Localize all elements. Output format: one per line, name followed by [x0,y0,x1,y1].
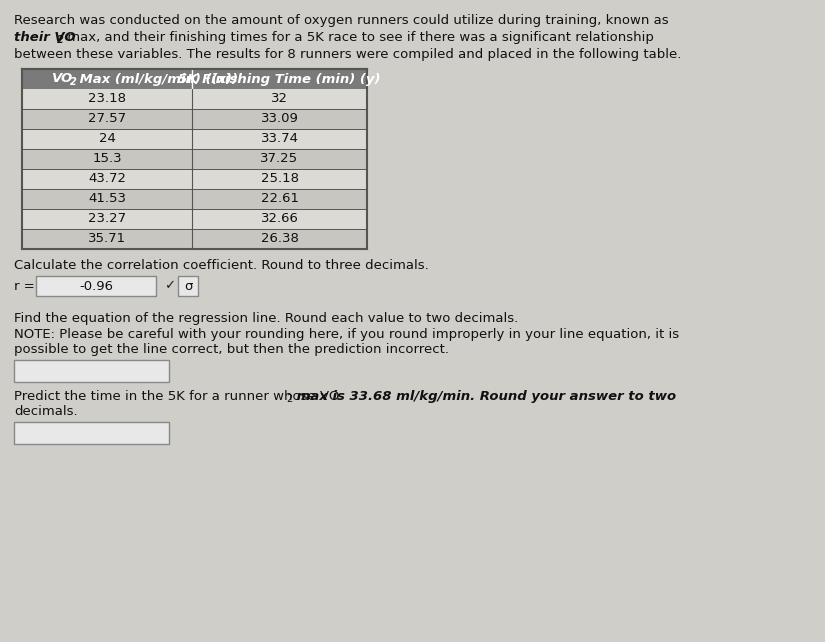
Text: 24: 24 [98,132,116,146]
Text: 26.38: 26.38 [261,232,299,245]
Bar [22,89,192,109]
Text: σ: σ [184,279,192,293]
Bar [22,149,192,169]
Text: 37.25: 37.25 [261,153,299,166]
Text: 15.3: 15.3 [92,153,122,166]
Text: 33.09: 33.09 [261,112,299,125]
Text: 22.61: 22.61 [261,193,299,205]
Text: Calculate the correlation coefficient. Round to three decimals.: Calculate the correlation coefficient. R… [14,259,429,272]
Bar [192,149,367,169]
Text: 2: 2 [286,394,292,404]
Text: NOTE: Please be careful with your rounding here, if you round improperly in your: NOTE: Please be careful with your roundi… [14,328,679,341]
Text: 35.71: 35.71 [88,232,126,245]
Text: 32.66: 32.66 [261,213,299,225]
Text: ✓: ✓ [164,279,175,293]
Text: their VO: their VO [14,31,76,44]
Text: between these variables. The results for 8 runners were compiled and placed in t: between these variables. The results for… [14,48,681,61]
Text: 2: 2 [70,77,77,87]
Text: Research was conducted on the amount of oxygen runners could utilize during trai: Research was conducted on the amount of … [14,14,668,27]
Bar [178,276,198,296]
Text: -0.96: -0.96 [79,279,113,293]
Text: Predict the time in the 5K for a runner whose VO: Predict the time in the 5K for a runner … [14,390,339,403]
Text: 5K Finishing Time (min) (y): 5K Finishing Time (min) (y) [178,73,381,85]
Bar [22,109,192,129]
Bar [14,422,169,444]
Bar [192,209,367,229]
Text: 27.57: 27.57 [88,112,126,125]
Text: 25.18: 25.18 [261,173,299,186]
Text: r =: r = [14,279,35,293]
Bar [192,229,367,249]
Bar [22,189,192,209]
Bar [192,109,367,129]
Text: decimals.: decimals. [14,405,78,418]
Bar [192,89,367,109]
Text: max is 33.68 ml/kg/min. Round your answer to two: max is 33.68 ml/kg/min. Round your answe… [292,390,676,403]
Text: 41.53: 41.53 [88,193,126,205]
Text: 32: 32 [271,92,288,105]
Text: 43.72: 43.72 [88,173,126,186]
Bar [22,169,192,189]
Bar [192,129,367,149]
Bar [192,189,367,209]
Text: max, and their finishing times for a 5K race to see if there was a significant r: max, and their finishing times for a 5K … [63,31,654,44]
Text: 23.27: 23.27 [88,213,126,225]
Text: Max (ml/kg/min) ((x)): Max (ml/kg/min) ((x)) [75,73,238,85]
Text: 2: 2 [57,35,64,45]
Text: 23.18: 23.18 [88,92,126,105]
Text: VO: VO [52,73,73,85]
Text: 33.74: 33.74 [261,132,299,146]
Text: Find the equation of the regression line. Round each value to two decimals.: Find the equation of the regression line… [14,312,518,325]
Bar [22,129,192,149]
Bar [14,360,169,382]
Bar [22,229,192,249]
Bar [22,69,367,89]
Bar [192,169,367,189]
Bar [22,209,192,229]
Text: possible to get the line correct, but then the prediction incorrect.: possible to get the line correct, but th… [14,343,449,356]
Bar [36,276,156,296]
